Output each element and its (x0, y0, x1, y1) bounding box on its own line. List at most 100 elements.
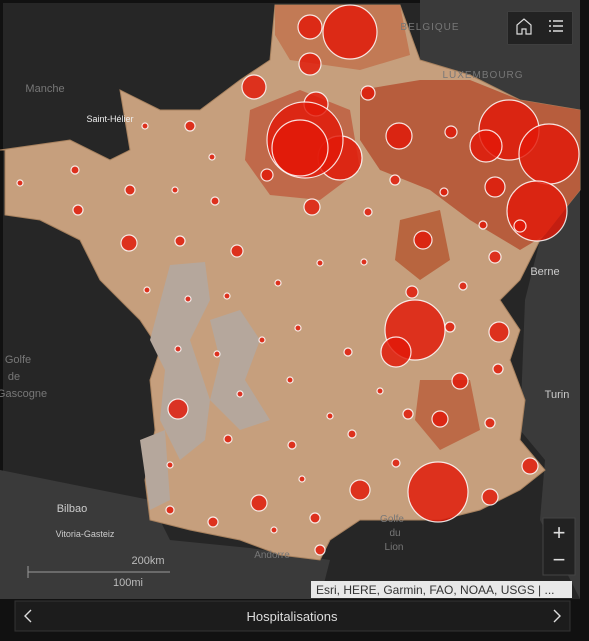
bubble (402, 408, 414, 420)
bubble (322, 4, 378, 60)
place-label: BELGIQUE (400, 22, 459, 33)
bubble (208, 153, 216, 161)
bubble (274, 279, 282, 287)
bubble (184, 120, 196, 132)
bubble (294, 324, 302, 332)
place-label: Andorre (254, 550, 290, 561)
bubble (16, 179, 24, 187)
prev-button[interactable] (24, 609, 32, 623)
bubble (347, 429, 357, 439)
bubble (213, 350, 221, 358)
bubble (484, 417, 496, 429)
bubble (298, 475, 306, 483)
bubble (518, 123, 580, 185)
bubble (72, 204, 84, 216)
bubble (258, 336, 266, 344)
bubble (141, 122, 149, 130)
bubble (451, 372, 469, 390)
region-grey (210, 310, 270, 430)
spain-land (0, 470, 330, 599)
bubble (287, 440, 297, 450)
bubble (223, 292, 231, 300)
zoom-control (542, 517, 576, 576)
bubble (207, 516, 219, 528)
bubble (236, 390, 244, 398)
region-grey (140, 430, 170, 510)
bubble (439, 187, 449, 197)
bubble (316, 259, 324, 267)
bubble (343, 347, 353, 357)
bubble (165, 505, 175, 515)
place-label: Berne (530, 266, 559, 278)
bubble (297, 14, 323, 40)
bubble (405, 285, 419, 299)
bubble (488, 321, 510, 343)
bubble (184, 295, 192, 303)
bubble (250, 494, 268, 512)
bubble (223, 434, 233, 444)
bubble (389, 174, 401, 186)
place-label: Vitoria-Gasteiz (56, 529, 115, 539)
bubble (171, 186, 179, 194)
bubble (210, 196, 220, 206)
place-label: Manche (25, 83, 64, 95)
bubble (309, 512, 321, 524)
bubble (241, 74, 267, 100)
place-label: de (8, 371, 20, 383)
region-grey (150, 262, 210, 460)
place-label: Golfe (380, 514, 404, 525)
next-button[interactable] (553, 609, 561, 623)
bubble (484, 176, 506, 198)
zoom-in[interactable]: + (553, 520, 566, 545)
footer-title: Hospitalisations (246, 609, 338, 624)
bubble (143, 286, 151, 294)
bubble (513, 219, 527, 233)
bubble (521, 457, 539, 475)
bubble (444, 125, 458, 139)
bubble (120, 234, 138, 252)
zoom-out[interactable]: − (553, 547, 566, 572)
scale-km: 200km (131, 555, 164, 567)
bubble (481, 488, 499, 506)
place-label: Bilbao (57, 503, 88, 515)
home-icon (516, 18, 532, 35)
home-button[interactable] (508, 12, 540, 44)
bubble (478, 220, 488, 230)
bubble (492, 363, 504, 375)
bubble (167, 398, 189, 420)
bubble (70, 165, 80, 175)
neighbour-land (420, 0, 580, 599)
place-label: Lion (385, 542, 404, 553)
scale-mi: 100mi (113, 577, 143, 589)
list-icon (549, 20, 563, 32)
bubble (391, 458, 401, 468)
bubble (413, 230, 433, 250)
bubble (380, 336, 412, 368)
bubble (326, 412, 334, 420)
bubble (444, 321, 456, 333)
bubble (385, 122, 413, 150)
bubble (407, 461, 469, 523)
place-label: Gascogne (0, 388, 47, 400)
legend-button-bg[interactable] (540, 12, 572, 44)
home-button-bg[interactable] (508, 12, 540, 44)
bubble (270, 526, 278, 534)
bubble (469, 129, 503, 163)
bubble (286, 376, 294, 384)
bubble (303, 198, 321, 216)
bubble (314, 544, 326, 556)
legend-button[interactable] (540, 12, 572, 44)
bubble (360, 258, 368, 266)
place-label: Turin (545, 389, 570, 401)
place-label: Saint-Hélier (86, 114, 133, 124)
bubble (360, 85, 376, 101)
bubble (349, 479, 371, 501)
attribution-box (311, 581, 572, 598)
attribution: Esri, HERE, Garmin, FAO, NOAA, USGS | ..… (316, 583, 555, 597)
bubble (166, 461, 174, 469)
bubble (124, 184, 136, 196)
bubble (174, 235, 186, 247)
bubble (230, 244, 244, 258)
bubble (431, 410, 449, 428)
